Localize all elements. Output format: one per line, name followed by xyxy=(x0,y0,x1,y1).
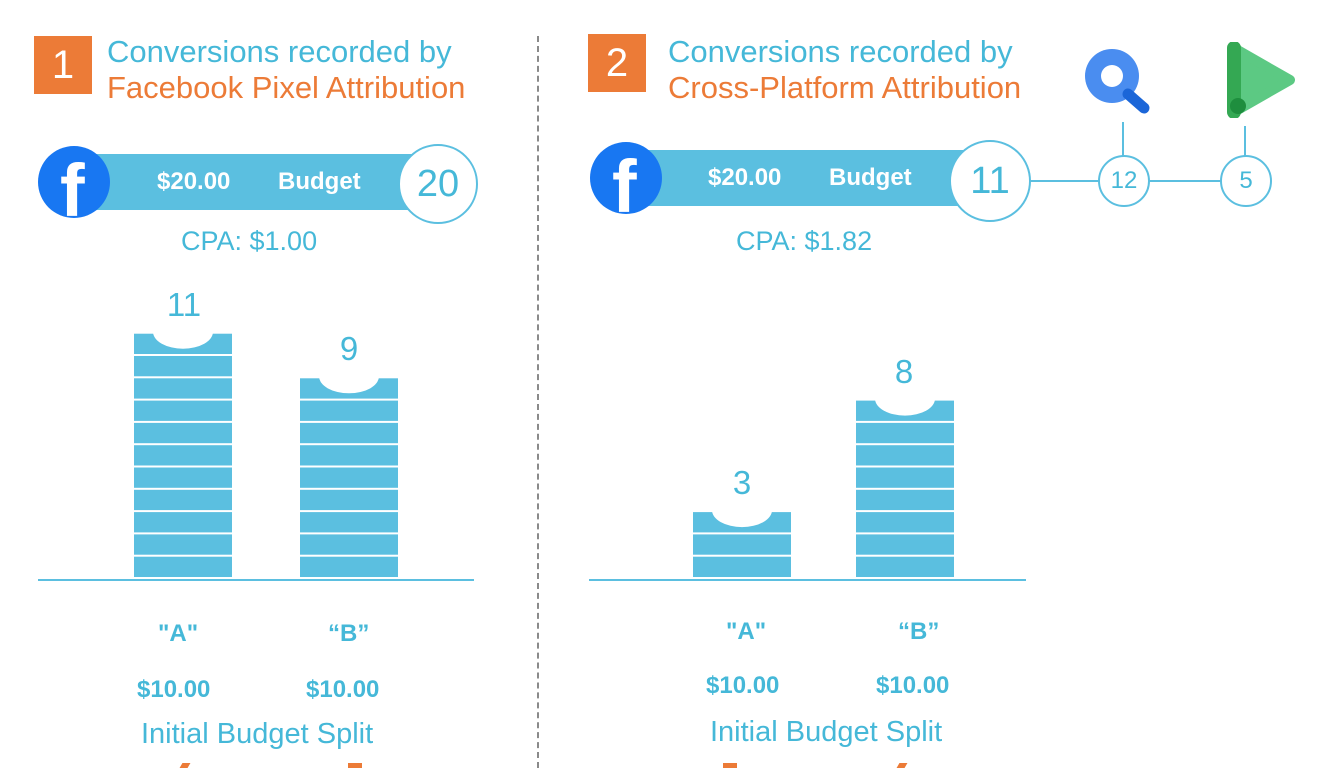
panel-1-split-label: Initial Budget Split xyxy=(141,718,374,750)
facebook-icon: f xyxy=(590,142,662,214)
bar-slab xyxy=(693,556,791,577)
search-icon xyxy=(1085,49,1150,114)
bar-slab xyxy=(134,489,232,511)
bar-slab xyxy=(134,534,232,555)
bar-slab xyxy=(300,445,398,466)
connector-line-2 xyxy=(1148,180,1222,182)
bar-slab xyxy=(856,422,954,444)
bar-slab xyxy=(856,534,954,555)
panel-1-budget-band xyxy=(70,154,430,210)
bar-slab xyxy=(856,556,954,577)
bar-slab xyxy=(300,489,398,511)
bar-notch xyxy=(153,314,213,349)
bar-slab xyxy=(300,422,398,444)
panel-2-heading-line1: Conversions recorded by xyxy=(668,34,1013,69)
bar-slab xyxy=(300,467,398,488)
play-icon xyxy=(1227,42,1295,118)
panel-1-chart xyxy=(134,314,398,577)
facebook-icon: f xyxy=(38,146,110,218)
panel-1-bar-a-budget: $10.00 xyxy=(137,676,211,703)
panel-2-total-conversions: 11 xyxy=(949,140,1031,222)
bar-slab xyxy=(856,467,954,488)
panel-1-bar-b-value: 9 xyxy=(339,330,359,368)
panel-1-budget-amount: $20.00 xyxy=(157,168,231,195)
panel-2-bar-a-value: 3 xyxy=(732,464,752,502)
panel-1-budget-label: Budget xyxy=(278,168,361,195)
panel-1-arrow-fragment-b xyxy=(348,763,362,768)
bar-slab xyxy=(134,378,232,399)
panel-2-bar-a-label: "A" xyxy=(726,618,767,645)
connector-line-1 xyxy=(1028,180,1100,182)
bar-slab xyxy=(300,556,398,577)
panel-1-bar-b-budget: $10.00 xyxy=(306,676,380,703)
bar-slab xyxy=(856,445,954,466)
bar-slab xyxy=(134,467,232,488)
bar-slab xyxy=(856,489,954,511)
bar-notch xyxy=(319,359,379,394)
bar-notch xyxy=(875,381,935,416)
bar-slab xyxy=(693,534,791,555)
bar-slab xyxy=(134,445,232,466)
panel-2-split-label: Initial Budget Split xyxy=(710,716,943,748)
panel-divider xyxy=(537,36,539,768)
search-connector xyxy=(1122,122,1124,158)
panel-1-bar-a-label: "A" xyxy=(158,620,199,647)
search-conversions: 12 xyxy=(1098,155,1150,207)
panel-1-bar-a-value: 11 xyxy=(166,285,202,323)
play-connector xyxy=(1244,126,1246,158)
bar-slab xyxy=(856,512,954,533)
bar-slab xyxy=(134,356,232,377)
panel-1-heading-line2: Facebook Pixel Attribution xyxy=(107,70,466,105)
panel-2-heading-line2: Cross-Platform Attribution xyxy=(668,70,1022,105)
panel-2-bar-a-budget: $10.00 xyxy=(706,672,780,699)
panel-1-number-badge: 1 xyxy=(34,36,92,94)
panel-2-budget-band xyxy=(622,150,994,206)
panel-2-chart xyxy=(693,381,954,577)
bar-notch xyxy=(712,493,772,528)
panel-2-cpa: CPA: $1.82 xyxy=(736,226,873,256)
panel-2-arrow-fragment-a xyxy=(723,763,737,768)
panel-1-cpa: CPA: $1.00 xyxy=(181,226,318,256)
panel-2-bar-b-label: “B” xyxy=(898,618,940,645)
panel-1-total-conversions: 20 xyxy=(398,144,478,224)
panel-2-number-badge: 2 xyxy=(588,34,646,92)
panel-1-baseline xyxy=(38,579,474,581)
bar-slab xyxy=(134,422,232,444)
play-conversions: 5 xyxy=(1220,155,1272,207)
bar-slab xyxy=(134,400,232,421)
panel-2-bar-b-value: 8 xyxy=(894,352,914,390)
panel-2-bar-b-budget: $10.00 xyxy=(876,672,950,699)
bar-slab xyxy=(300,400,398,421)
panel-2-baseline xyxy=(589,579,1026,581)
panel-2-budget-label: Budget xyxy=(829,164,912,191)
bar-slab xyxy=(134,556,232,577)
bar-slab xyxy=(134,512,232,533)
bar-slab xyxy=(300,534,398,555)
panel-1-heading-line1: Conversions recorded by xyxy=(107,34,452,69)
panel-2-budget-amount: $20.00 xyxy=(708,164,782,191)
bar-slab xyxy=(300,512,398,533)
panel-1-bar-b-label: “B” xyxy=(328,620,370,647)
